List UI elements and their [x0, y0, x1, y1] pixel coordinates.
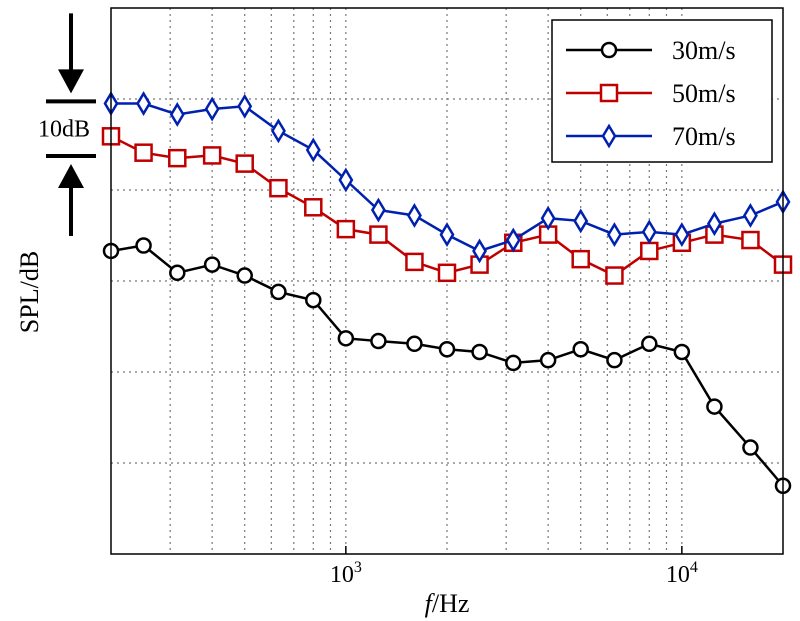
- data-point-circle: [270, 283, 287, 301]
- scale-annotation: 10dB: [38, 13, 96, 236]
- legend-marker-square: [599, 83, 619, 103]
- legend-marker-diamond: [601, 123, 617, 149]
- series-70m/s: [103, 91, 791, 264]
- data-point-circle: [203, 256, 221, 273]
- data-point-diamond: [742, 203, 758, 228]
- data-point-circle: [337, 330, 355, 347]
- scale-label: 10dB: [38, 117, 90, 143]
- data-point-square: [134, 143, 153, 162]
- legend-item: 50m/s: [566, 79, 736, 108]
- data-point-diamond: [674, 222, 690, 248]
- data-point-circle: [438, 341, 456, 358]
- data-point-square: [235, 154, 254, 173]
- data-point-circle: [742, 439, 759, 456]
- data-point-diamond: [169, 102, 185, 127]
- data-point-diamond: [237, 93, 253, 119]
- data-point-circle: [539, 351, 557, 369]
- data-point-circle: [706, 398, 723, 415]
- data-point-diamond: [706, 211, 722, 237]
- series-group: [101, 91, 793, 494]
- x-tick-label: 104: [666, 559, 698, 588]
- data-point-diamond: [370, 197, 386, 223]
- data-point-diamond: [204, 96, 220, 122]
- data-point-diamond: [136, 91, 152, 116]
- data-point-circle: [471, 343, 488, 361]
- legend-label: 50m/s: [672, 79, 736, 108]
- data-point-diamond: [505, 227, 521, 253]
- legend-marker-circle: [600, 41, 618, 59]
- data-point-square: [168, 148, 187, 168]
- plot-frame: [110, 7, 784, 555]
- series-30m/s: [102, 237, 792, 494]
- x-axis-label: f/Hz: [425, 589, 470, 618]
- x-tick-labels: 103 104: [330, 546, 698, 588]
- data-point-square: [605, 266, 624, 285]
- y-axis-label: SPL/dB: [15, 251, 44, 333]
- legend-item: 30m/s: [566, 36, 736, 65]
- data-point-diamond: [606, 222, 622, 248]
- data-point-diamond: [472, 238, 488, 264]
- data-point-diamond: [406, 203, 422, 228]
- data-point-diamond: [439, 222, 455, 248]
- data-point-circle: [236, 267, 253, 284]
- legend-item: 70m/s: [566, 122, 736, 151]
- data-point-circle: [370, 332, 387, 350]
- data-point-circle: [169, 264, 186, 282]
- data-point-diamond: [305, 137, 321, 163]
- data-point-circle: [505, 354, 522, 372]
- x-axis-label-rest: /Hz: [432, 589, 470, 618]
- legend: 30m/s 50m/s 70m/s: [551, 19, 773, 163]
- data-point-diamond: [270, 118, 286, 144]
- data-point-square: [571, 249, 590, 269]
- data-point-circle: [406, 335, 423, 353]
- x-axis-label-italic: f: [425, 589, 436, 618]
- data-point-square: [269, 178, 288, 198]
- data-point-square: [437, 263, 457, 283]
- data-point-diamond: [540, 205, 556, 231]
- data-point-square: [336, 219, 356, 239]
- legend-label: 30m/s: [672, 36, 736, 65]
- data-point-circle: [606, 351, 623, 369]
- data-point-diamond: [338, 167, 354, 193]
- x-tick-label: 103: [330, 559, 362, 588]
- data-point-circle: [305, 291, 322, 309]
- scale-bottom-arrow-head: [58, 163, 84, 188]
- legend-label: 70m/s: [672, 122, 736, 151]
- data-point-square: [405, 252, 424, 272]
- data-point-diamond: [573, 208, 589, 234]
- data-point-square: [202, 146, 222, 165]
- data-point-square: [369, 225, 388, 244]
- data-point-circle: [572, 341, 589, 358]
- data-point-square: [741, 230, 760, 250]
- data-point-circle: [673, 343, 691, 361]
- data-point-circle: [641, 335, 658, 353]
- data-point-diamond: [641, 219, 657, 245]
- data-point-square: [304, 198, 323, 217]
- data-point-circle: [135, 237, 152, 254]
- series-50m/s: [101, 127, 793, 285]
- legend-box: [551, 19, 773, 163]
- scale-top-arrow-head: [58, 69, 84, 94]
- data-point-square: [640, 241, 659, 261]
